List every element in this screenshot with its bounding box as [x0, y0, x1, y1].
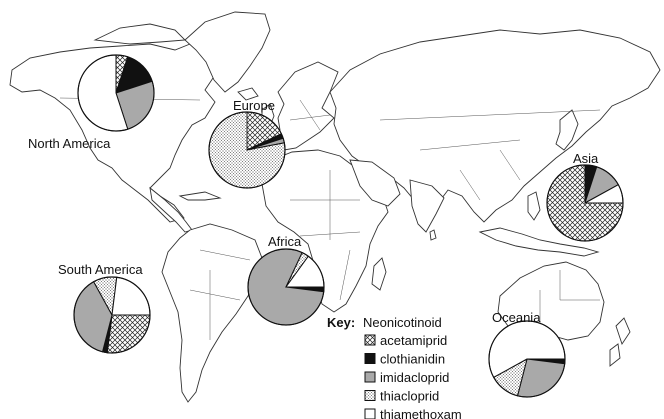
- label-africa: Africa: [268, 234, 302, 249]
- label-asia: Asia: [573, 151, 599, 166]
- india-land: [409, 179, 445, 233]
- key-swatch-thiacloprid: [364, 390, 376, 401]
- madagascar-land: [371, 257, 387, 291]
- label-south-america: South America: [58, 262, 143, 277]
- pie-africa: [247, 248, 325, 326]
- greenland-land: [184, 11, 271, 93]
- label-north-america: North America: [28, 136, 111, 151]
- pie-north-america: [77, 54, 155, 132]
- pie-outline: [546, 164, 624, 242]
- key-label: Key:: [327, 315, 355, 330]
- key-label-clothianidin: clothianidin: [380, 352, 445, 367]
- europe-land: [273, 61, 339, 151]
- pie-oceania: [488, 320, 566, 398]
- sri-lanka-land: [429, 229, 437, 241]
- key-swatch-thiamethoxam: [364, 408, 376, 419]
- key-heading: Neonicotinoid: [363, 315, 442, 330]
- key-label-acetamiprid: acetamiprid: [380, 333, 447, 348]
- legend-key: Key: Neonicotinoid acetamiprid clothianid…: [327, 315, 462, 419]
- south-america-land: [161, 223, 263, 403]
- new-zealand-land: [609, 317, 631, 367]
- key-label-imidacloprid: imidacloprid: [380, 370, 449, 385]
- arctic-islands-land: [93, 23, 187, 45]
- key-label-thiamethoxam: thiamethoxam: [380, 407, 462, 419]
- country-borders: [59, 97, 601, 340]
- pie-outline: [247, 248, 325, 326]
- iceland-land: [237, 87, 259, 101]
- key-swatch-imidacloprid: [364, 371, 376, 383]
- philippines-land: [527, 191, 541, 221]
- slice-acetamiprid: [106, 314, 151, 354]
- pie-europe: [208, 111, 286, 189]
- label-oceania: Oceania: [492, 310, 541, 325]
- pie-outline: [488, 320, 566, 398]
- arabia-land: [349, 159, 401, 207]
- pie-south-america: [73, 276, 151, 354]
- label-europe: Europe: [233, 98, 275, 113]
- indonesia-land: [478, 227, 600, 257]
- pie-asia: [546, 164, 624, 242]
- central-america-land: [149, 186, 193, 233]
- key-swatch-clothianidin: [364, 353, 376, 364]
- africa-land: [261, 149, 389, 313]
- slice-thiamethoxam: [111, 276, 151, 316]
- key-swatch-acetamiprid: [364, 334, 376, 346]
- japan-land: [555, 109, 579, 151]
- pie-outline: [208, 111, 286, 189]
- pie-outline: [73, 276, 151, 354]
- pie-outline: [77, 54, 155, 132]
- key-label-thiacloprid: thiacloprid: [380, 389, 439, 404]
- caribbean-land: [178, 191, 222, 201]
